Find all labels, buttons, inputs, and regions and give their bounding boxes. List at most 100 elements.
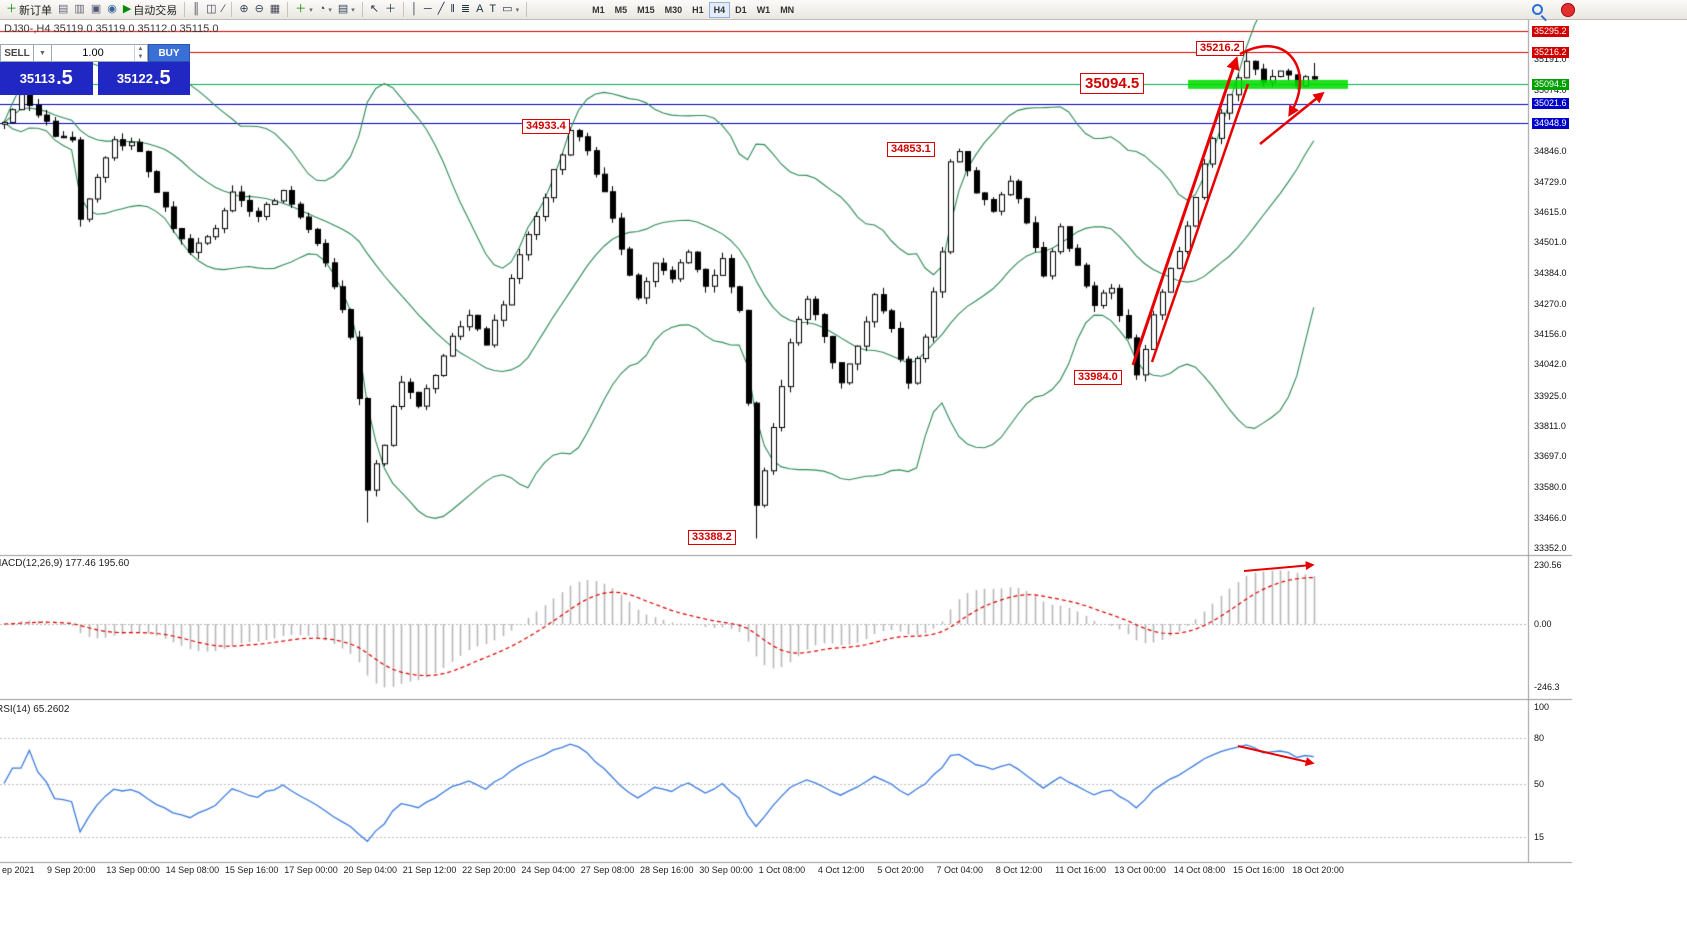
- vline-icon: │: [411, 3, 418, 15]
- time-axis-label: 20 Sep 04:00: [343, 865, 398, 875]
- label-button[interactable]: T: [486, 1, 499, 19]
- fibonacci-button[interactable]: ≣: [458, 1, 473, 19]
- price-axis-label: 33925.0: [1534, 390, 1567, 401]
- volume-down-button[interactable]: ▼: [137, 54, 144, 60]
- templates-button[interactable]: ▤ ▾: [335, 1, 358, 19]
- line-chart-button[interactable]: ∕: [220, 1, 228, 19]
- zoom-in-button[interactable]: ⊕: [236, 1, 251, 19]
- macd-axis-label: 230.56: [1534, 560, 1562, 570]
- timeframe-mn-button[interactable]: MN: [775, 2, 799, 18]
- price-chart-canvas[interactable]: [0, 20, 1687, 942]
- rsi-axis-label: 15: [1534, 832, 1545, 843]
- buy-price-value: 35122: [116, 71, 153, 86]
- price-axis-label: 34846.0: [1534, 145, 1567, 156]
- sell-price-pip: .5: [56, 67, 73, 89]
- text-icon: A: [476, 3, 484, 15]
- toolbar: ＋新订单 ▤ ▥ ▣ ◉ ▶ 自动交易 ║ ◫ ∕ ⊕ ⊖ ▦ ＋ ▾ ◔ ▾ ▤ ▾ ↖ ＋ │ ─ ╱ ‖ ≣ A T ▭ ▾ M1 M5…: [0, 0, 1687, 20]
- crosshair-button[interactable]: ＋: [382, 1, 399, 19]
- autotrading-button[interactable]: ▶ 自动交易: [120, 1, 180, 19]
- time-axis-label: 13 Oct 00:00: [1114, 865, 1166, 875]
- timeframe-h1-button[interactable]: H1: [687, 2, 709, 18]
- time-axis-label: 1 Oct 08:00: [758, 865, 806, 875]
- preview-button[interactable]: ◉: [104, 1, 120, 19]
- price-axis-tag: 35216.2: [1532, 46, 1569, 58]
- vline-button[interactable]: │: [408, 1, 421, 19]
- chevron-down-icon: ▾: [351, 6, 355, 14]
- timeframe-m5-button[interactable]: M5: [610, 2, 633, 18]
- time-axis-label: 15 Sep 16:00: [224, 865, 279, 875]
- chart-window-icon: ▤: [58, 3, 69, 15]
- price-axis-tag: 35295.2: [1532, 25, 1569, 37]
- macd-indicator-label: MACD(12,26,9) 177.46 195.60: [0, 558, 130, 569]
- price-axis[interactable]: 35191.035074.034846.034729.034615.034501…: [1531, 20, 1585, 880]
- sell-price-button[interactable]: 35113.5: [0, 62, 93, 95]
- trade-panel-controls: SELL ▼ ▲ ▼ BUY: [0, 44, 190, 62]
- hline-icon: ─: [423, 3, 432, 15]
- time-axis[interactable]: ep 2021 9 Sep 20:00 13 Sep 00:00 14 Sep 08:…: [0, 865, 1450, 879]
- time-axis-label: 7 Oct 04:00: [936, 865, 984, 875]
- time-axis-label: 8 Oct 12:00: [995, 865, 1043, 875]
- toolbar-separator: [231, 2, 233, 17]
- print-button[interactable]: ▣: [88, 1, 104, 19]
- chevron-down-icon: ▾: [515, 6, 520, 14]
- timeframe-m15-button[interactable]: M15: [632, 2, 660, 18]
- order-type-dropdown[interactable]: ▼: [34, 44, 52, 62]
- profiles-icon: ▥: [74, 3, 85, 15]
- price-axis-label: 34384.0: [1534, 268, 1567, 279]
- trendline-button[interactable]: ╱: [435, 1, 448, 19]
- shapes-icon: ▭: [502, 3, 513, 15]
- price-axis-label: 34501.0: [1534, 237, 1567, 248]
- profiles-button[interactable]: ▥: [71, 1, 87, 19]
- toolbar-separator: [403, 2, 405, 17]
- timeframe-d1-button[interactable]: D1: [730, 2, 752, 18]
- macd-axis-label: 0.00: [1534, 618, 1552, 629]
- zoom-out-button[interactable]: ⊖: [252, 1, 267, 19]
- sell-button[interactable]: SELL: [0, 44, 34, 62]
- candles-chart-button[interactable]: ◫: [203, 1, 219, 19]
- chart-window-button[interactable]: ▤: [55, 1, 71, 19]
- tile-windows-icon: ▦: [269, 3, 281, 15]
- shapes-button[interactable]: ▭ ▾: [499, 1, 522, 19]
- time-axis-label: 21 Sep 12:00: [402, 865, 457, 875]
- zoom-out-icon: ⊖: [254, 3, 264, 15]
- bars-chart-button[interactable]: ║: [189, 1, 203, 19]
- buy-button[interactable]: BUY: [148, 44, 190, 62]
- price-callout: 34933.4: [522, 119, 570, 134]
- timeframe-w1-button[interactable]: W1: [752, 2, 776, 18]
- cursor-icon: ↖: [369, 3, 380, 15]
- volume-up-button[interactable]: ▲: [137, 46, 144, 52]
- timeframe-m30-button[interactable]: M30: [660, 2, 688, 18]
- time-axis-label: 24 Sep 04:00: [521, 865, 575, 875]
- price-axis-label: 34042.0: [1534, 359, 1567, 370]
- rsi-axis-label: 80: [1534, 732, 1545, 743]
- price-axis-label: 34729.0: [1534, 176, 1567, 187]
- timeframe-h4-button[interactable]: H4: [708, 1, 731, 18]
- volume-input[interactable]: [52, 45, 134, 61]
- rsi-axis-label: 100: [1534, 702, 1550, 712]
- indicators-button[interactable]: ＋ ▾: [292, 1, 316, 19]
- channel-button[interactable]: ‖: [447, 1, 458, 19]
- toolbar-right: [1529, 1, 1578, 19]
- line-chart-icon: ∕: [222, 3, 225, 15]
- time-axis-label: 9 Sep 20:00: [47, 865, 96, 875]
- buy-price-button[interactable]: 35122.5: [97, 62, 190, 95]
- toolbar-separator: [184, 2, 186, 17]
- price-axis-label: 34156.0: [1534, 329, 1567, 340]
- cursor-button[interactable]: ↖: [367, 1, 382, 19]
- record-button[interactable]: [1558, 1, 1578, 19]
- periods-button[interactable]: ◔ ▾: [316, 1, 335, 19]
- price-axis-label: 35191.0: [1534, 53, 1567, 64]
- tile-windows-button[interactable]: ▦: [267, 1, 283, 19]
- new-order-button[interactable]: ＋新订单: [3, 1, 55, 19]
- timeframe-m1-button[interactable]: M1: [587, 2, 610, 18]
- price-axis-label: 33466.0: [1534, 512, 1567, 523]
- search-button[interactable]: [1529, 1, 1546, 19]
- time-axis-label: 11 Oct 16:00: [1055, 865, 1106, 875]
- time-axis-label: 15 Oct 16:00: [1233, 865, 1285, 875]
- time-axis-label: 5 Oct 20:00: [877, 865, 924, 875]
- time-axis-label: 14 Sep 08:00: [165, 865, 220, 875]
- text-button[interactable]: A: [473, 1, 486, 19]
- buy-price-pip: .5: [153, 67, 171, 89]
- hline-button[interactable]: ─: [421, 1, 435, 19]
- price-callout: 35094.5: [1080, 73, 1145, 94]
